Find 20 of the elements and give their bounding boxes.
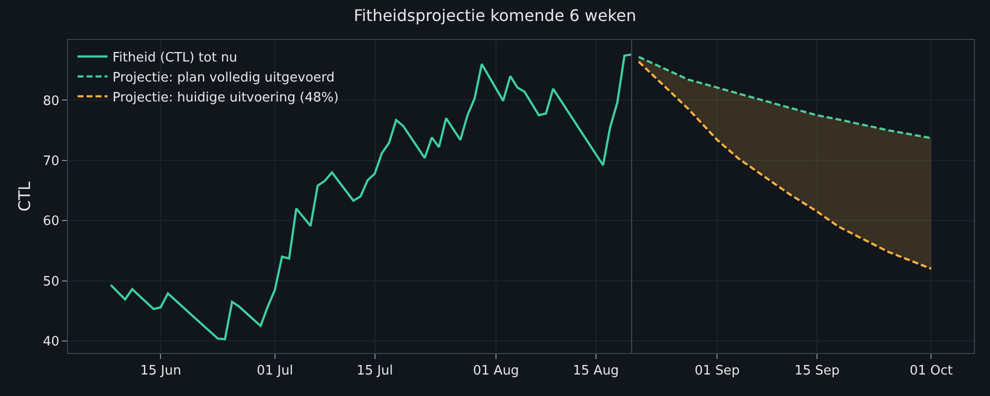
y-tick-label: 40 (42, 334, 60, 350)
y-tick-label: 80 (42, 94, 60, 109)
x-tick-label: 01 Aug (473, 364, 520, 379)
legend-label: Projectie: plan volledig uitgevoerd (112, 70, 335, 86)
x-tick-label: 15 Jul (356, 364, 393, 379)
chart-title: Fitheidsprojectie komende 6 weken (354, 6, 636, 26)
y-tick-label: 50 (42, 274, 60, 290)
y-tick-label: 70 (42, 154, 60, 169)
x-tick-label: 01 Sep (694, 364, 740, 379)
x-tick-label: 15 Aug (572, 364, 619, 379)
line-series (638, 56, 932, 140)
line-series (110, 53, 633, 340)
x-tick-label: 01 Jul (256, 364, 294, 379)
y-axis-title: CTL (14, 181, 34, 212)
x-tick-label: 15 Jun (140, 364, 182, 379)
x-tick-label: 15 Sep (794, 364, 840, 379)
legend-label: Fitheid (CTL) tot nu (112, 50, 238, 66)
x-tick-label: 01 Oct (910, 364, 953, 379)
legend-label: Projectie: huidige uitvoering (48%) (112, 90, 339, 106)
y-tick-label: 60 (42, 214, 60, 230)
